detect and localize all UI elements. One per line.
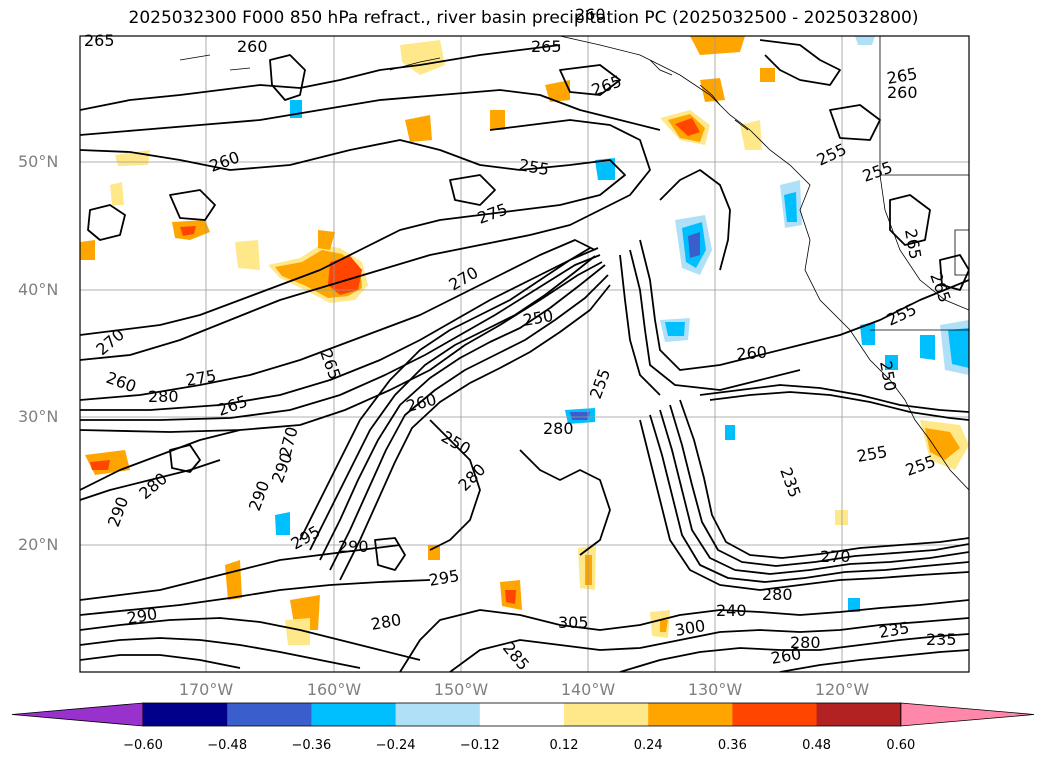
map-plot-area bbox=[80, 36, 969, 672]
colorbar-swatch bbox=[479, 703, 565, 726]
colorbar-extend-low bbox=[11, 702, 144, 727]
colorbar-tick-label: 0.48 bbox=[802, 738, 832, 753]
contour-label: 270 bbox=[820, 547, 851, 566]
colorbar-swatch bbox=[648, 703, 733, 726]
colorbar-tick-label: 0.24 bbox=[633, 738, 663, 753]
colorbar-swatch bbox=[395, 703, 481, 726]
colorbar-swatch bbox=[732, 703, 818, 726]
contour-label: 280 bbox=[543, 419, 574, 438]
colorbar-swatch bbox=[143, 703, 228, 726]
colorbar-frame bbox=[142, 702, 902, 727]
map-title: 2025032300 F000 850 hPa refract., river … bbox=[128, 8, 919, 28]
colorbar-swatch bbox=[816, 703, 902, 726]
contour-label: 260 bbox=[736, 342, 768, 364]
colorbar-tick-label: −0.36 bbox=[291, 738, 332, 753]
colorbar-swatch bbox=[564, 703, 649, 726]
contour-label: 305 bbox=[558, 613, 589, 632]
lon-label-140w: 140°W bbox=[560, 680, 616, 699]
colorbar bbox=[11, 702, 1035, 727]
contour-label: 240 bbox=[716, 601, 747, 620]
contour-label: 265 bbox=[531, 37, 562, 56]
lon-label-120w: 120°W bbox=[814, 680, 870, 699]
contour-label: 280 bbox=[790, 633, 821, 652]
colorbar-swatch bbox=[311, 703, 397, 726]
refractivity-contours bbox=[80, 39, 969, 672]
colorbar-tick-label: −0.24 bbox=[375, 738, 416, 753]
colorbar-tick-label: −0.48 bbox=[207, 738, 248, 753]
colorbar-tick-label: 0.12 bbox=[549, 738, 579, 753]
contour-label: 280 bbox=[762, 585, 793, 604]
lat-label-40n: 40°N bbox=[18, 280, 59, 299]
lon-label-160w: 160°W bbox=[306, 680, 362, 699]
map-frame bbox=[79, 35, 970, 673]
colorbar-swatch bbox=[227, 703, 312, 726]
colorbar-tick-label: 0.60 bbox=[886, 738, 916, 753]
contour-label: 235 bbox=[926, 630, 957, 649]
contour-label: 260 bbox=[575, 5, 606, 24]
contour-label: 260 bbox=[237, 37, 268, 56]
colorbar-tick-label: 0.36 bbox=[717, 738, 747, 753]
lat-label-50n: 50°N bbox=[18, 152, 59, 171]
contour-label: 265 bbox=[84, 31, 115, 50]
lat-label-20n: 20°N bbox=[18, 535, 59, 554]
colorbar-tick-label: −0.12 bbox=[459, 738, 500, 753]
colorbar-tick-label: −0.60 bbox=[123, 738, 163, 753]
graticule bbox=[80, 36, 969, 672]
precip-shading-negative bbox=[275, 36, 969, 612]
lon-label-130w: 130°W bbox=[687, 680, 743, 699]
colorbar-extend-high bbox=[900, 702, 1035, 727]
contour-label: 260 bbox=[887, 83, 918, 102]
lat-label-30n: 30°N bbox=[18, 407, 59, 426]
contour-label: 290 bbox=[338, 537, 369, 556]
lon-label-150w: 150°W bbox=[433, 680, 489, 699]
lon-label-170w: 170°W bbox=[178, 680, 234, 699]
contour-label: 280 bbox=[148, 387, 179, 406]
